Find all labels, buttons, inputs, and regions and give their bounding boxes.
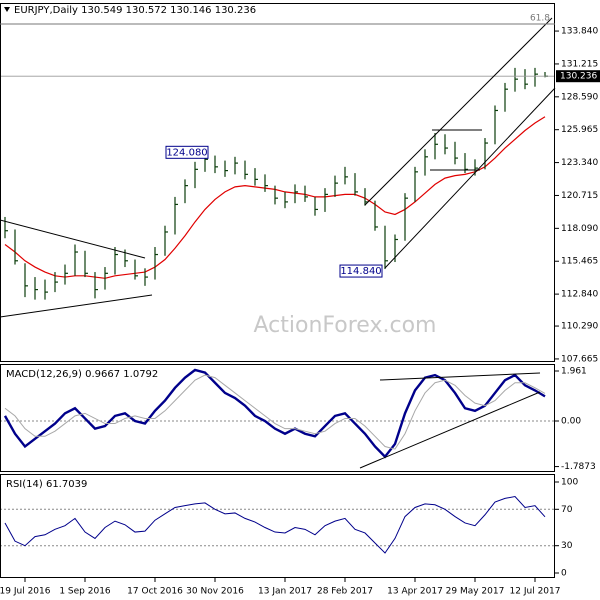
y-tick-label: 1.961 [561, 366, 587, 376]
x-tick-label: 17 Oct 2016 [127, 587, 183, 597]
annotation-box [165, 145, 209, 159]
annotation-label: 124.080 [166, 147, 207, 158]
y-tick-label: 0.00 [561, 416, 581, 426]
y-tick-label: 128.590 [561, 92, 598, 102]
x-tick-label: 13 Jan 2017 [258, 587, 312, 597]
y-tick-label: 131.215 [561, 59, 598, 69]
y-tick-label: 123.340 [561, 158, 598, 168]
macd-frame [0, 364, 555, 472]
y-tick-label: 133.840 [561, 27, 598, 37]
annotation-label: 114.840 [340, 266, 381, 277]
x-tick-label: 13 Apr 2017 [387, 587, 443, 597]
y-tick-label: 118.090 [561, 224, 598, 234]
price-frame [0, 3, 555, 362]
y-tick-label: 100 [561, 478, 578, 488]
series-line [3, 368, 546, 459]
y-tick-label: 70 [561, 505, 573, 515]
last-price-box [556, 70, 600, 83]
trend-line [0, 219, 146, 259]
y-tick-label: 112.840 [561, 290, 598, 300]
last-price-label: 130.236 [560, 72, 597, 82]
chart-title: EURJPY,Daily 130.549 130.572 130.146 130… [14, 5, 256, 16]
x-tick-label: 12 Jul 2017 [510, 587, 561, 597]
x-tick-label: 28 Feb 2017 [317, 587, 373, 597]
trend-lines [0, 17, 556, 469]
x-tick-label: 29 May 2017 [446, 587, 505, 597]
y-tick-label: 125.965 [561, 125, 598, 135]
x-tick-label: 30 Nov 2016 [186, 587, 244, 597]
macd-trend-line [379, 372, 541, 381]
rsi-frame [0, 474, 555, 578]
rsi-title: RSI(14) 61.7039 [6, 479, 87, 490]
channel-line [364, 17, 553, 206]
plot-layer [0, 67, 555, 554]
fib-label: 61.8 [530, 14, 550, 24]
annotation-box [339, 264, 383, 278]
series-line [4, 374, 546, 450]
macd-title: MACD(12,26,9) 0.9667 1.0792 [6, 369, 158, 380]
y-tick-label: -1.7873 [561, 462, 596, 472]
y-tick-label: 120.715 [561, 191, 598, 201]
channel-line [384, 87, 556, 269]
watermark: ActionForex.com [254, 313, 437, 338]
y-tick-label: 110.290 [561, 322, 598, 332]
y-tick-label: 107.665 [561, 354, 598, 364]
series-line [4, 496, 546, 554]
y-tick-label: 0 [561, 568, 567, 578]
y-tick-label: 30 [561, 541, 573, 551]
macd-trend-line [359, 391, 541, 469]
title-icon [4, 7, 10, 12]
x-tick-label: 19 Jul 2016 [0, 587, 51, 597]
y-tick-label: 115.465 [561, 257, 598, 267]
trend-line [0, 294, 153, 318]
x-tick-label: 1 Sep 2016 [59, 587, 111, 597]
